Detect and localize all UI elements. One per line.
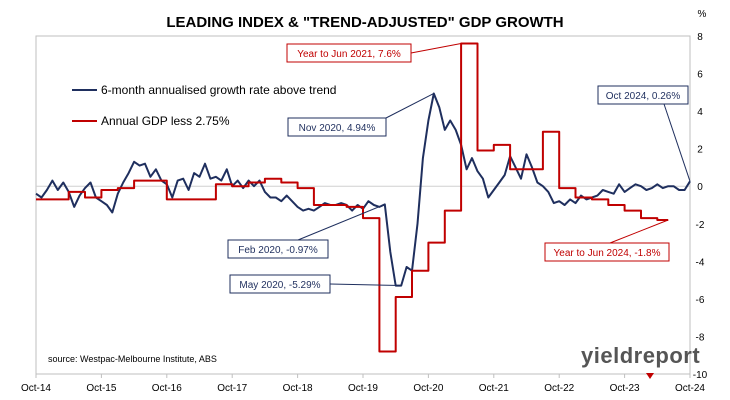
x-tick-label: Oct-24 [675,383,705,394]
x-tick-label: Oct-23 [610,383,640,394]
annotation-label: Oct 2024, 0.26% [606,91,681,102]
y-unit-label: % [698,9,707,20]
x-tick-label: Oct-21 [479,383,509,394]
annotation-layer: Year to Jun 2021, 7.6% Nov 2020, 4.94% Oct… [227,43,691,294]
annotation-label: Nov 2020, 4.94% [299,123,376,134]
y-tick-label: -6 [696,295,705,306]
y-tick-label: 0 [697,182,703,193]
annotation-box [229,274,331,294]
chart-title: LEADING INDEX & "TREND-ADJUSTED" GDP GRO… [166,14,563,31]
y-tick-label: -4 [696,257,705,268]
annotation-label: Feb 2020, -0.97% [238,245,318,256]
annotation-leader [385,93,435,119]
axis-layer: 8 6 4 2 0 -2 -4 -6 -8 -10 Oct-14 Oct-15 Oct-16 Oct-17… [21,32,708,394]
yieldreport-logo: yieldreport [581,343,700,368]
legend-label: 6-month annualised growth rate above tre… [101,83,336,97]
x-tick-label: Oct-19 [348,383,378,394]
annotation-box [286,43,412,63]
legend-label: Annual GDP less 2.75% [101,114,230,128]
x-tick-label: Oct-17 [217,383,247,394]
y-tick-label: -8 [696,332,705,343]
x-tick-label: Oct-22 [544,383,574,394]
annotation-box [287,117,387,137]
series-layer [35,42,691,353]
source-note: source: Westpac-Melbourne Institute, ABS [48,354,217,364]
legend: 6-month annualised growth rate above tre… [72,83,336,128]
y-tick-label: 2 [697,145,703,156]
x-tick-label: Oct-16 [152,383,182,394]
x-tick-label: Oct-14 [21,383,51,394]
annotation-label: Year to Jun 2024, -1.8% [554,248,661,259]
annotation-box [597,85,689,105]
annotation-box [227,239,329,259]
x-tick-label: Oct-20 [413,383,443,394]
annotation-label: May 2020, -5.29% [239,280,320,291]
x-tick-label: Oct-15 [86,383,116,394]
y-tick-label: -10 [693,370,708,381]
y-tick-label: -2 [696,220,705,231]
series-line-gdp [36,42,669,353]
annotation-leader [329,283,402,287]
x-tick-label: Oct-18 [283,383,313,394]
annotation-leader [663,103,691,182]
annotation-leader [609,219,669,244]
annotation-box [544,242,670,262]
y-tick-label: 6 [697,70,703,81]
y-tick-label: 4 [697,107,703,118]
y-tick-label: 8 [697,32,703,43]
annotation-label: Year to Jun 2021, 7.6% [297,49,401,60]
annotation-leader [297,203,385,241]
annotation-leader [410,43,462,54]
logo-mark-icon [646,373,654,379]
